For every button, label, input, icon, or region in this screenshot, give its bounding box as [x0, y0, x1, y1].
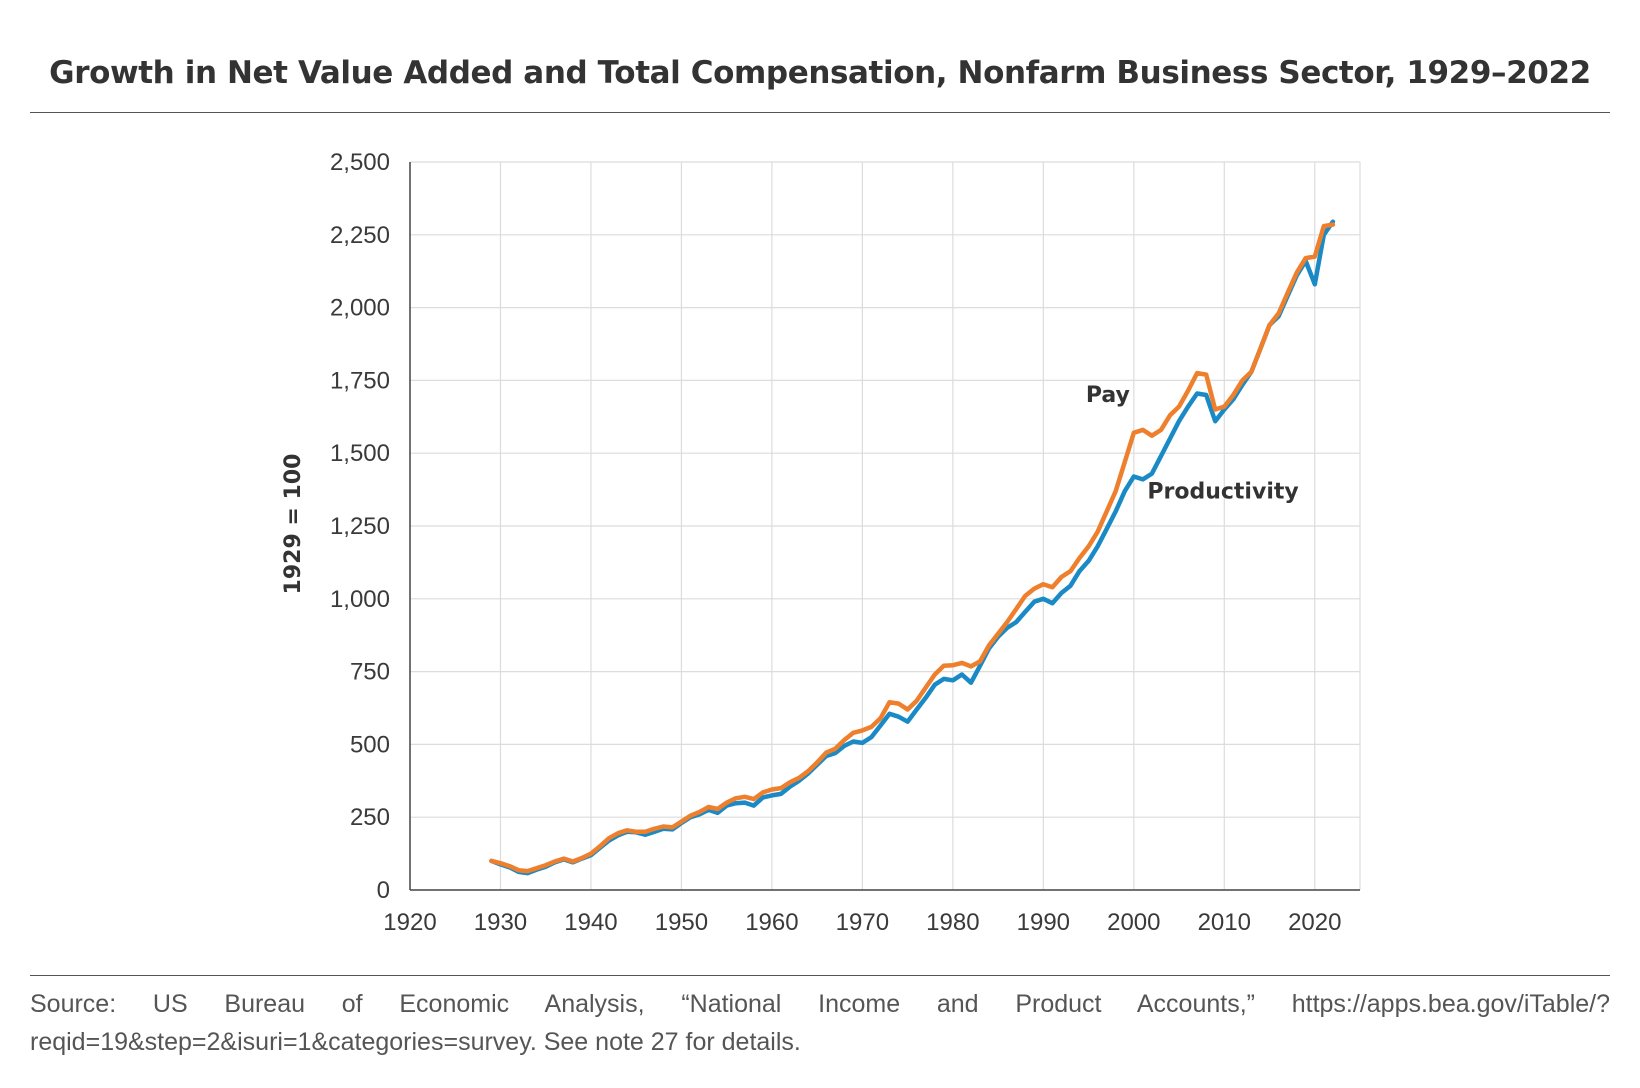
- y-tick-label: 1,500: [330, 440, 390, 467]
- x-axis-ticks: 1920 1930 1940 1950 1960 1970 1980 1990 2000 2010…: [383, 909, 1341, 936]
- y-tick-label: 1,000: [330, 586, 390, 613]
- source-note: Source: US Bureau of Economic Analysis, …: [30, 990, 1610, 1056]
- axes: [409, 162, 1360, 891]
- series-lines: [489, 219, 1336, 876]
- x-tick-label: 1970: [836, 909, 889, 936]
- grid-lines: [410, 161, 1361, 890]
- x-tick-label: 1990: [1017, 909, 1070, 936]
- y-tick-label: 0: [377, 877, 390, 904]
- y-tick-label: 2,250: [330, 222, 390, 249]
- series-line-productivity: [489, 219, 1336, 876]
- y-tick-label: 2,000: [330, 295, 390, 322]
- source-divider: [30, 975, 1610, 976]
- x-tick-label: 2010: [1198, 909, 1251, 936]
- line-chart: 1920 1930 1940 1950 1960 1970 1980 1990 2000 2010…: [281, 149, 1361, 936]
- chart-title: Growth in Net Value Added and Total Comp…: [49, 55, 1591, 91]
- annotation-productivity: Productivity: [1147, 479, 1298, 504]
- x-tick-label: 1930: [474, 909, 527, 936]
- series-line-pay: [489, 222, 1336, 874]
- annotation-pay: Pay: [1086, 383, 1130, 408]
- y-tick-label: 1,250: [330, 513, 390, 540]
- x-tick-label: 2020: [1288, 909, 1341, 936]
- y-tick-label: 2,500: [330, 149, 390, 176]
- x-tick-label: 1950: [655, 909, 708, 936]
- x-tick-label: 1980: [926, 909, 979, 936]
- title-divider: [30, 112, 1610, 113]
- y-tick-label: 750: [350, 659, 390, 686]
- y-axis-ticks: 0 250 500 750 1,000 1,250 1,500 1,750 2,000 2,250…: [330, 149, 390, 904]
- x-tick-label: 1920: [383, 909, 436, 936]
- y-axis-label: 1929 = 100: [281, 454, 306, 595]
- x-tick-label: 1960: [745, 909, 798, 936]
- y-tick-label: 500: [350, 731, 390, 758]
- x-tick-label: 2000: [1107, 909, 1160, 936]
- y-tick-label: 1,750: [330, 367, 390, 394]
- x-tick-label: 1940: [564, 909, 617, 936]
- y-tick-label: 250: [350, 804, 390, 831]
